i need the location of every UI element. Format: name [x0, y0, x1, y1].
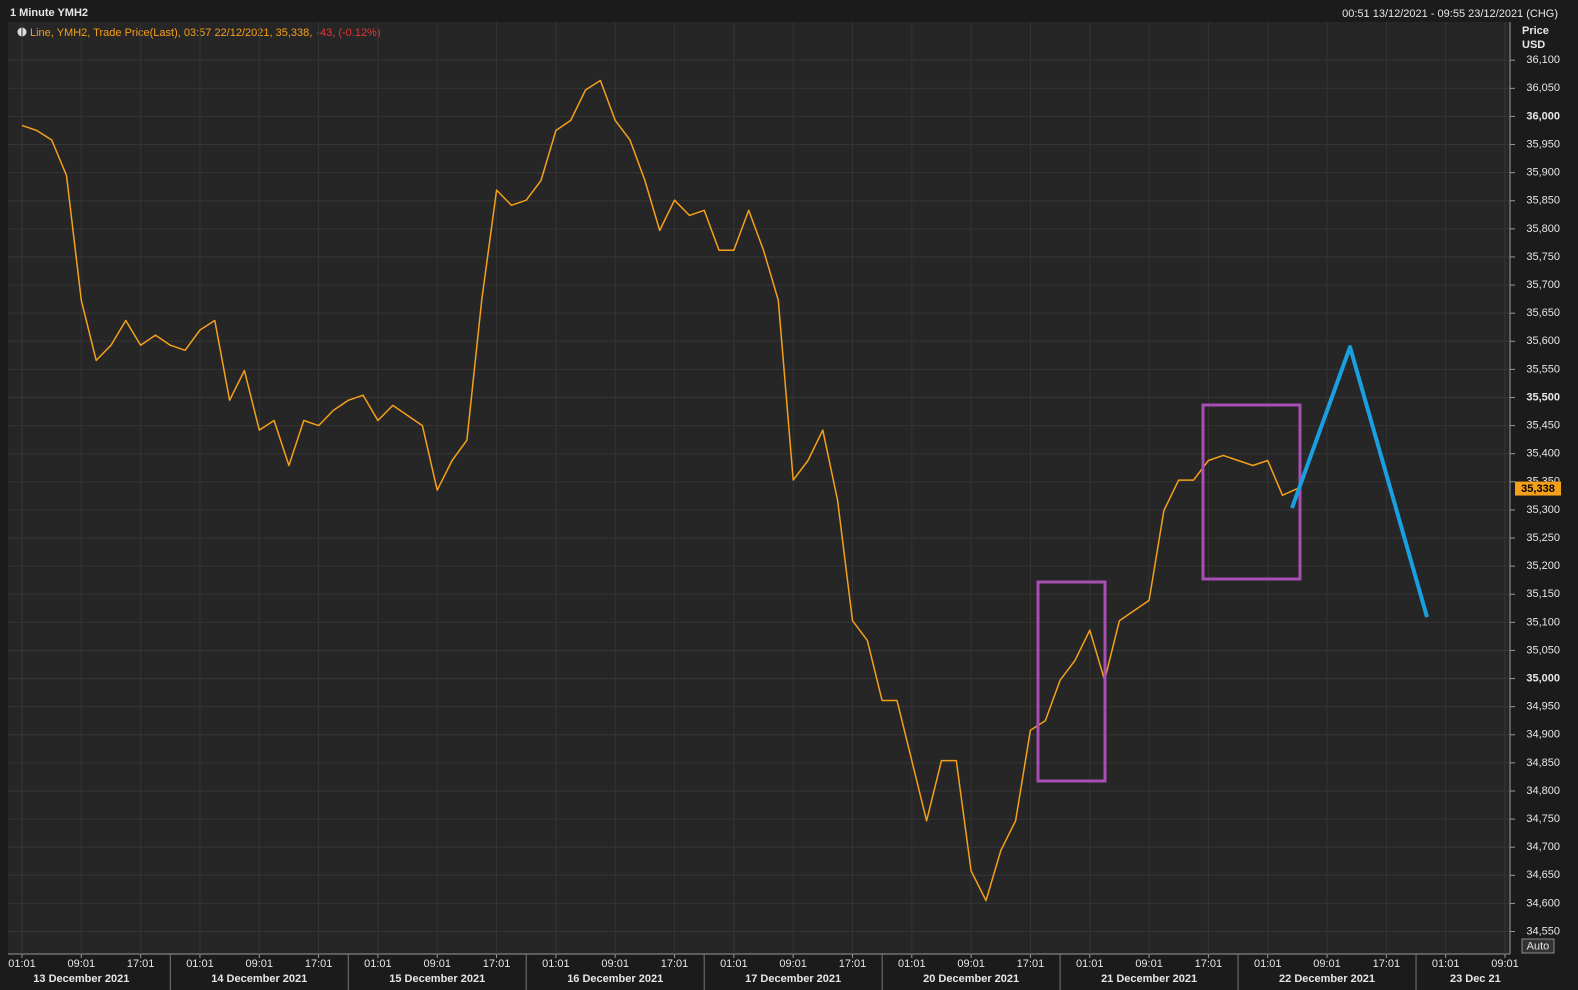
- y-tick-label: 34,800: [1526, 785, 1560, 797]
- x-tick-label: 09:01: [1313, 958, 1341, 970]
- y-tick-label: 35,050: [1526, 644, 1560, 656]
- x-tick-label: 01:01: [720, 958, 748, 970]
- y-tick-label: 35,650: [1526, 307, 1560, 319]
- y-tick-label: 34,750: [1526, 813, 1560, 825]
- y-tick-label: 34,700: [1526, 841, 1560, 853]
- annotation-box: [1201, 403, 1302, 581]
- date-label: 17 December 2021: [745, 973, 841, 985]
- y-tick-label: 35,200: [1526, 560, 1560, 572]
- y-tick-label: 35,400: [1526, 448, 1560, 460]
- y-tick-label: 35,750: [1526, 251, 1560, 263]
- y-tick-label: 35,850: [1526, 195, 1560, 207]
- date-label: 15 December 2021: [389, 973, 485, 985]
- x-tick-label: 01:01: [1254, 958, 1282, 970]
- last-price-box: [1515, 481, 1561, 496]
- x-tick-label: 17:01: [661, 958, 689, 970]
- plot-area: [8, 22, 1510, 954]
- x-tick-label: 01:01: [186, 958, 214, 970]
- x-tick-label: 09:01: [601, 958, 629, 970]
- y-tick-label: 35,300: [1526, 504, 1560, 516]
- y-tick-label: 34,900: [1526, 729, 1560, 741]
- y-tick-label: 35,500: [1526, 391, 1560, 403]
- annotation-box: [1036, 580, 1107, 783]
- date-label: 13 December 2021: [33, 973, 129, 985]
- y-tick-label: 35,450: [1526, 420, 1560, 432]
- x-tick-label: 09:01: [246, 958, 274, 970]
- y-tick-label: 34,850: [1526, 757, 1560, 769]
- y-tick-label: 34,550: [1526, 925, 1560, 937]
- date-label: 14 December 2021: [211, 973, 307, 985]
- y-tick-label: 35,600: [1526, 335, 1560, 347]
- x-tick-label: 09:01: [1135, 958, 1163, 970]
- y-tick-label: 35,800: [1526, 223, 1560, 235]
- y-tick-label: 35,250: [1526, 532, 1560, 544]
- legend-text: Line, YMH2, Trade Price(Last), 03:57 22/…: [30, 27, 381, 39]
- x-tick-label: 17:01: [1195, 958, 1223, 970]
- date-label: 23 Dec 21: [1450, 973, 1501, 985]
- x-tick-label: 09:01: [1491, 958, 1519, 970]
- x-tick-label: 09:01: [779, 958, 807, 970]
- y-tick-label: 35,150: [1526, 588, 1560, 600]
- legend-main: Line, YMH2, Trade Price(Last), 03:57 22/…: [30, 27, 312, 39]
- x-tick-label: 01:01: [364, 958, 392, 970]
- x-tick-label: 09:01: [68, 958, 96, 970]
- y-tick-label: 35,550: [1526, 363, 1560, 375]
- x-tick-label: 01:01: [1432, 958, 1460, 970]
- y-tick-label: 35,000: [1526, 672, 1560, 684]
- price-line: [21, 79, 1298, 902]
- chart-title: 1 Minute YMH2: [10, 7, 88, 19]
- x-tick-label: 09:01: [423, 958, 451, 970]
- x-tick-label: 17:01: [305, 958, 333, 970]
- x-tick-label: 17:01: [1017, 958, 1045, 970]
- y-tick-label: 34,600: [1526, 897, 1560, 909]
- x-tick-label: 09:01: [957, 958, 985, 970]
- axis-title: Price: [1522, 25, 1549, 37]
- x-tick-label: 17:01: [127, 958, 155, 970]
- date-label: 21 December 2021: [1101, 973, 1197, 985]
- range-text: 00:51 13/12/2021 - 09:55 23/12/2021 (CHG…: [1342, 8, 1558, 20]
- x-tick-label: 01:01: [898, 958, 926, 970]
- x-tick-label: 17:01: [1373, 958, 1401, 970]
- y-tick-label: 35,700: [1526, 279, 1560, 291]
- y-tick-label: 36,000: [1526, 110, 1560, 122]
- last-price-label: 35,338: [1521, 483, 1555, 495]
- date-label: 20 December 2021: [923, 973, 1019, 985]
- y-tick-label: 35,950: [1526, 138, 1560, 150]
- x-tick-label: 01:01: [8, 958, 36, 970]
- projection-line: [1290, 345, 1429, 618]
- y-tick-label: 35,100: [1526, 616, 1560, 628]
- auto-label[interactable]: Auto: [1527, 940, 1550, 952]
- auto-button[interactable]: [1521, 938, 1555, 954]
- axis-title: USD: [1522, 39, 1545, 51]
- date-label: 16 December 2021: [567, 973, 663, 985]
- x-tick-label: 17:01: [839, 958, 867, 970]
- y-tick-label: 34,650: [1526, 869, 1560, 881]
- x-tick-label: 01:01: [1076, 958, 1104, 970]
- date-label: 22 December 2021: [1279, 973, 1375, 985]
- y-tick-label: 34,950: [1526, 701, 1560, 713]
- y-tick-label: 36,100: [1526, 54, 1560, 66]
- y-tick-label: 36,050: [1526, 82, 1560, 94]
- x-tick-label: 17:01: [483, 958, 511, 970]
- y-tick-label: 35,900: [1526, 167, 1560, 179]
- legend-change: -43, (-0.12%): [316, 27, 380, 39]
- x-tick-label: 01:01: [542, 958, 570, 970]
